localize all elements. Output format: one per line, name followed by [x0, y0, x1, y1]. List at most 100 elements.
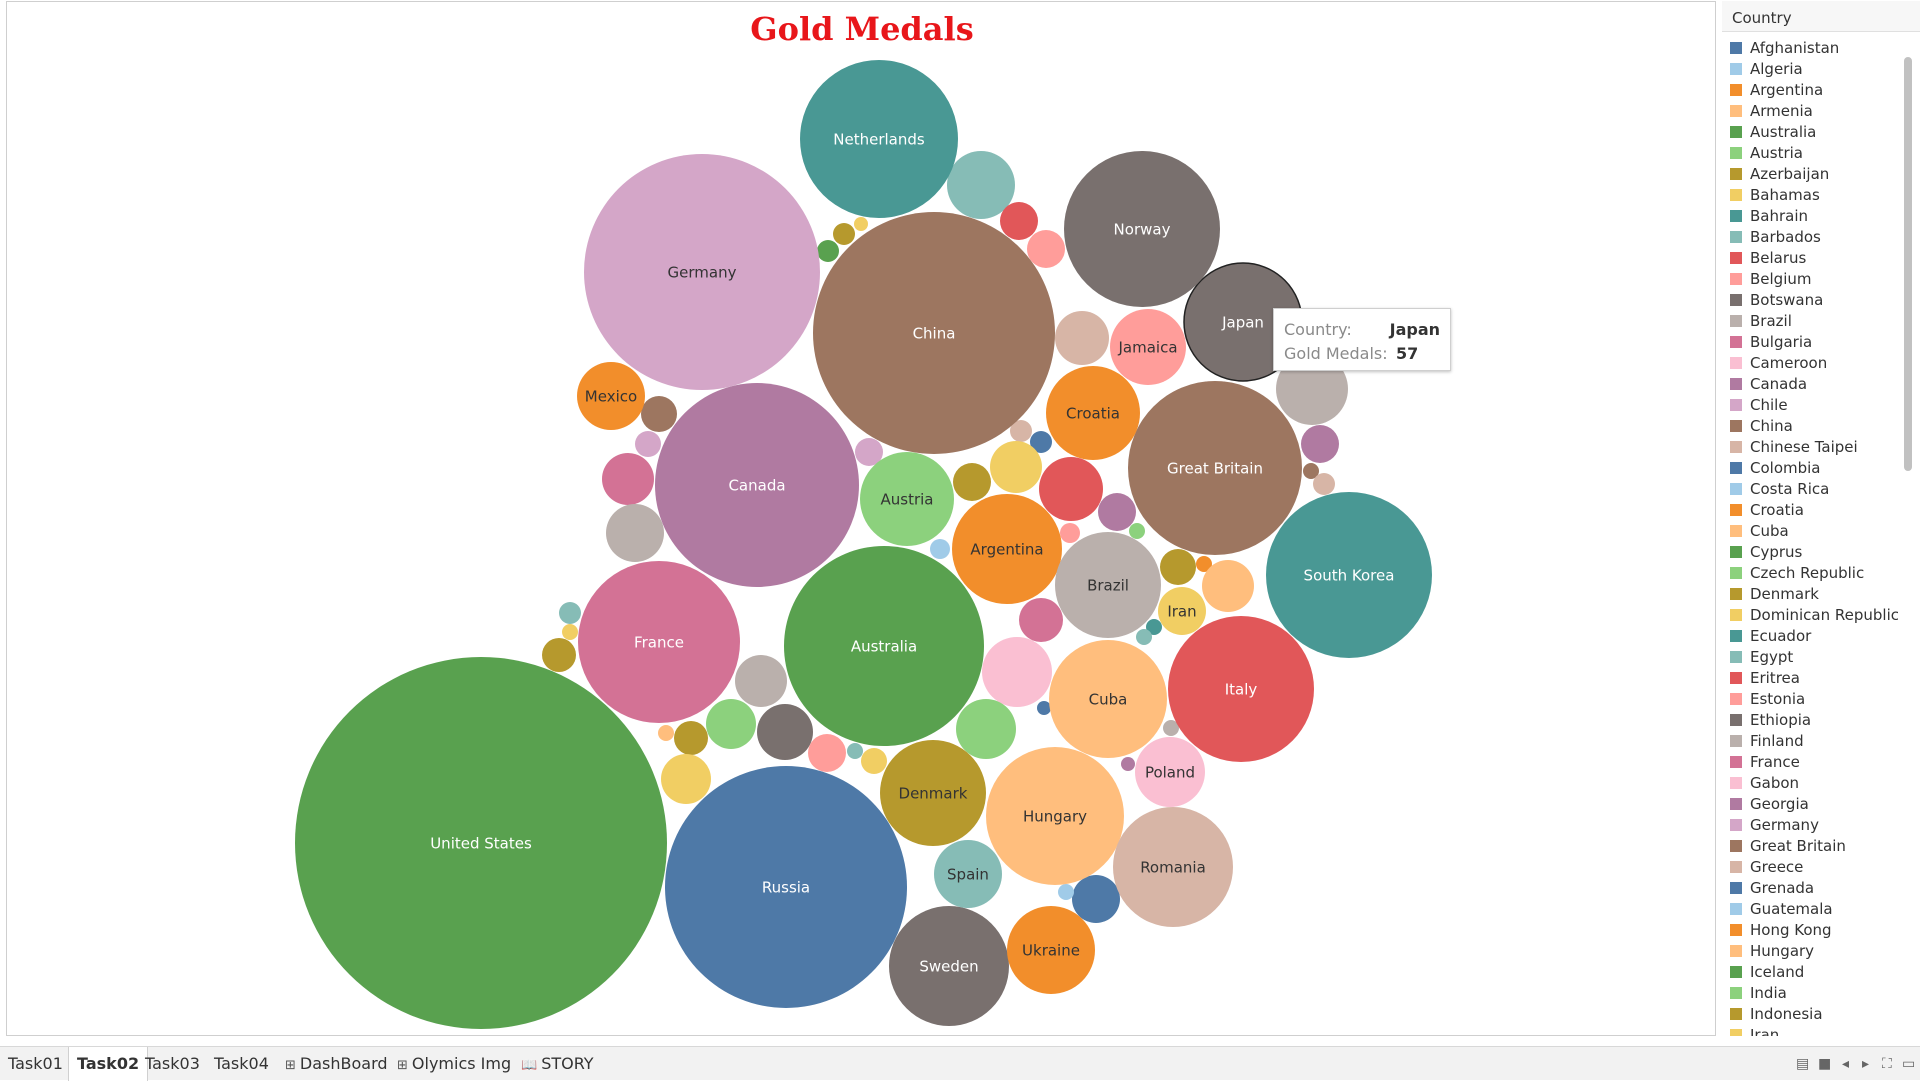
- bubble-mark[interactable]: [1113, 807, 1233, 927]
- legend-item[interactable]: Indonesia: [1722, 1003, 1898, 1024]
- legend-item[interactable]: Canada: [1722, 373, 1898, 394]
- bubble-mark[interactable]: [1313, 473, 1335, 495]
- legend-item[interactable]: Chile: [1722, 394, 1898, 415]
- tab-olymics-img[interactable]: ⊞ Olymics Img: [389, 1047, 519, 1081]
- legend-item[interactable]: Dominican Republic: [1722, 604, 1898, 625]
- bubble-mark[interactable]: [861, 748, 887, 774]
- bubble-mark[interactable]: [1158, 587, 1206, 635]
- legend-item[interactable]: Finland: [1722, 730, 1898, 751]
- legend-item[interactable]: Ecuador: [1722, 625, 1898, 646]
- bubble-mark[interactable]: [562, 624, 578, 640]
- bubble-mark[interactable]: [1055, 311, 1109, 365]
- legend-item[interactable]: Algeria: [1722, 58, 1898, 79]
- bubble-mark[interactable]: [578, 561, 740, 723]
- tab-dashboard[interactable]: ⊞ DashBoard: [277, 1047, 396, 1081]
- bubble-mark[interactable]: [854, 217, 868, 231]
- bubble-mark[interactable]: [956, 699, 1016, 759]
- bubble-mark[interactable]: [1060, 523, 1080, 543]
- legend-item[interactable]: Colombia: [1722, 457, 1898, 478]
- bubble-mark[interactable]: [1160, 549, 1196, 585]
- tab-task02[interactable]: Task02: [68, 1047, 149, 1081]
- bubble-mark[interactable]: [833, 223, 855, 245]
- bubble-mark[interactable]: [947, 151, 1015, 219]
- bubble-mark[interactable]: [953, 463, 991, 501]
- bubble-mark[interactable]: [542, 638, 576, 672]
- bubble-mark[interactable]: [1039, 457, 1103, 521]
- legend-item[interactable]: Hong Kong: [1722, 919, 1898, 940]
- legend-item[interactable]: Belarus: [1722, 247, 1898, 268]
- legend-item[interactable]: Grenada: [1722, 877, 1898, 898]
- bubble-mark[interactable]: [1000, 202, 1038, 240]
- bubble-mark[interactable]: [1055, 532, 1161, 638]
- bubble-mark[interactable]: [635, 431, 661, 457]
- legend-item[interactable]: Azerbaijan: [1722, 163, 1898, 184]
- bubble-mark[interactable]: [577, 362, 645, 430]
- bubble-mark[interactable]: [855, 438, 883, 466]
- bubble-mark[interactable]: [658, 725, 674, 741]
- bubble-mark[interactable]: [665, 766, 907, 1008]
- bubble-mark[interactable]: [889, 906, 1009, 1026]
- legend-item[interactable]: Cameroon: [1722, 352, 1898, 373]
- legend-item[interactable]: Iran: [1722, 1024, 1898, 1036]
- bubble-mark[interactable]: [602, 453, 654, 505]
- bubble-mark[interactable]: [606, 504, 664, 562]
- bubble-mark[interactable]: [1098, 493, 1136, 531]
- bubble-mark[interactable]: [655, 383, 859, 587]
- bubble-mark[interactable]: [584, 154, 820, 390]
- bubble-mark[interactable]: [880, 740, 986, 846]
- bubble-mark[interactable]: [1202, 560, 1254, 612]
- next-sheet-icon[interactable]: ▸: [1862, 1056, 1870, 1072]
- legend-item[interactable]: Hungary: [1722, 940, 1898, 961]
- bubble-mark[interactable]: [800, 60, 958, 218]
- legend-item[interactable]: Guatemala: [1722, 898, 1898, 919]
- show-filmstrip-icon[interactable]: ▤: [1796, 1056, 1810, 1072]
- legend-item[interactable]: India: [1722, 982, 1898, 1003]
- bubble-mark[interactable]: [808, 734, 846, 772]
- legend-item[interactable]: Botswana: [1722, 289, 1898, 310]
- bubble-mark[interactable]: [295, 657, 667, 1029]
- bubble-mark[interactable]: [817, 240, 839, 262]
- bubble-mark[interactable]: [1196, 556, 1212, 572]
- legend-item[interactable]: Greece: [1722, 856, 1898, 877]
- bubble-mark[interactable]: [735, 655, 787, 707]
- bubble-mark[interactable]: [1064, 151, 1220, 307]
- bubble-mark[interactable]: [1135, 737, 1205, 807]
- bubble-mark[interactable]: [982, 637, 1052, 707]
- bubble-mark[interactable]: [860, 452, 954, 546]
- bubble-mark[interactable]: [986, 747, 1124, 885]
- bubble-mark[interactable]: [1046, 366, 1140, 460]
- legend-item[interactable]: Australia: [1722, 121, 1898, 142]
- legend-item[interactable]: Bahrain: [1722, 205, 1898, 226]
- legend-item[interactable]: Afghanistan: [1722, 37, 1898, 58]
- bubble-mark[interactable]: [1110, 309, 1186, 385]
- show-tabs-icon[interactable]: ■: [1818, 1056, 1832, 1072]
- legend-item[interactable]: Chinese Taipei: [1722, 436, 1898, 457]
- legend-scrollbar[interactable]: [1904, 57, 1912, 471]
- bubble-mark[interactable]: [813, 212, 1055, 454]
- bubble-mark[interactable]: [847, 743, 863, 759]
- bubble-mark[interactable]: [1163, 720, 1179, 736]
- legend-item[interactable]: Brazil: [1722, 310, 1898, 331]
- bubble-mark[interactable]: [1058, 884, 1074, 900]
- bubble-mark[interactable]: [1037, 701, 1051, 715]
- legend-item[interactable]: China: [1722, 415, 1898, 436]
- bubble-mark[interactable]: [952, 494, 1062, 604]
- legend-item[interactable]: Barbados: [1722, 226, 1898, 247]
- bubble-mark[interactable]: [1019, 598, 1063, 642]
- bubble-mark[interactable]: [1010, 420, 1032, 442]
- bubble-mark[interactable]: [1007, 906, 1095, 994]
- bubble-mark[interactable]: [934, 840, 1002, 908]
- fullscreen-icon[interactable]: ⛶: [1882, 1056, 1892, 1072]
- legend-item[interactable]: Great Britain: [1722, 835, 1898, 856]
- bubble-mark[interactable]: [1136, 629, 1152, 645]
- legend-item[interactable]: Czech Republic: [1722, 562, 1898, 583]
- bubble-mark[interactable]: [1030, 431, 1052, 453]
- legend-item[interactable]: Bahamas: [1722, 184, 1898, 205]
- bubble-mark[interactable]: [559, 602, 581, 624]
- bubble-mark[interactable]: [1072, 875, 1120, 923]
- legend-item[interactable]: Croatia: [1722, 499, 1898, 520]
- legend-item[interactable]: Germany: [1722, 814, 1898, 835]
- legend-item[interactable]: Armenia: [1722, 100, 1898, 121]
- tab-task01[interactable]: Task01: [0, 1047, 71, 1081]
- bubble-mark[interactable]: [1027, 230, 1065, 268]
